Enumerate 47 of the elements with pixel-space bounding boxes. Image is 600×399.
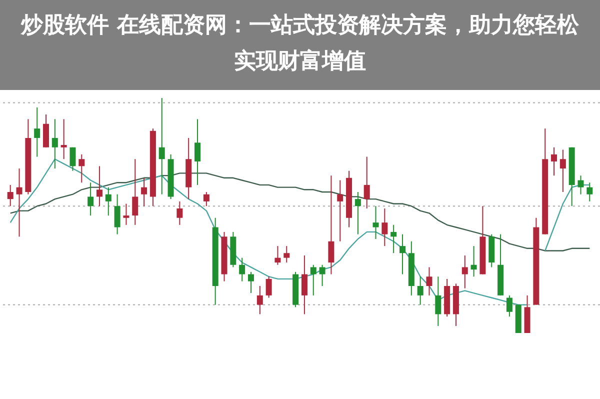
candlestick — [88, 182, 94, 216]
candlestick — [78, 154, 85, 184]
candlestick — [372, 206, 379, 240]
candlestick — [203, 192, 210, 207]
candlestick — [248, 271, 254, 294]
candlestick — [239, 257, 246, 282]
candlestick — [390, 224, 397, 254]
candlestick — [382, 208, 388, 247]
candlestick — [16, 168, 22, 238]
candlestick — [176, 200, 183, 226]
candlestick — [462, 254, 468, 289]
candlestick — [34, 106, 40, 158]
candlestick — [426, 266, 432, 296]
candlestick — [328, 175, 334, 275]
candlestick — [274, 246, 281, 266]
chart-title: 炒股软件 在线配资网：一站式投资解决方案，助力您轻松实现财富增值 — [0, 0, 600, 90]
candlestick — [417, 276, 424, 306]
candlestick — [52, 118, 58, 169]
candlestick — [284, 246, 290, 263]
candlestick — [551, 146, 558, 176]
candlestick — [96, 166, 102, 207]
candlestick — [301, 254, 308, 315]
candlestick — [470, 246, 477, 278]
candlestick — [578, 175, 584, 195]
candlestick — [132, 158, 138, 226]
candlestick — [319, 264, 326, 286]
candlestick — [123, 203, 130, 226]
candlestick — [506, 294, 512, 318]
candlestick — [266, 276, 272, 298]
candlestick — [60, 118, 67, 160]
candlestick — [435, 276, 442, 326]
candlestick — [158, 98, 165, 195]
candlestick — [194, 118, 201, 186]
candlestick — [70, 146, 76, 172]
candlestick — [586, 182, 593, 202]
candlestick — [141, 177, 148, 207]
candlestick — [105, 186, 112, 216]
candlestick — [399, 234, 406, 275]
candlestick — [7, 184, 14, 207]
candlestick — [256, 286, 263, 315]
candlestick — [560, 149, 566, 192]
candlestick — [337, 180, 344, 242]
candlestick — [42, 114, 49, 148]
candlestick — [114, 194, 120, 235]
candlestick — [354, 192, 361, 235]
candlestick — [364, 156, 370, 209]
candlestick — [310, 264, 316, 296]
